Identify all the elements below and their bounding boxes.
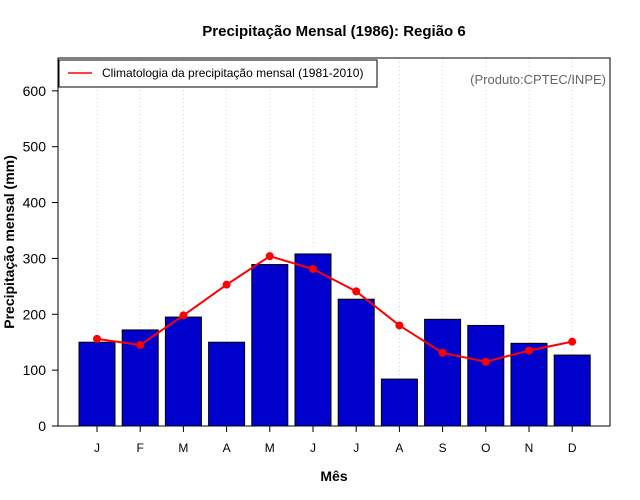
- source-annotation: (Produto:CPTEC/INPE): [470, 72, 606, 87]
- legend-entry-climatology: Climatologia da precipitação mensal (198…: [102, 66, 363, 80]
- bar-8: [380, 378, 418, 427]
- bar-12: [553, 354, 591, 427]
- y-axis-label: Precipitação mensal (mm): [1, 155, 17, 329]
- x-tick-label: S: [439, 441, 447, 455]
- bars-group: [78, 253, 591, 427]
- climatology-point-3: [179, 311, 188, 320]
- y-tick-label: 300: [23, 250, 47, 266]
- x-tick-label: D: [568, 441, 577, 455]
- legend: Climatologia da precipitação mensal (198…: [58, 59, 378, 88]
- y-tick-label: 200: [23, 306, 47, 322]
- bar-6: [294, 253, 332, 427]
- climatology-point-4: [222, 280, 231, 289]
- vertical-grid: [96, 58, 573, 426]
- bar-5: [251, 264, 289, 427]
- climatology-line: [96, 255, 573, 363]
- climatology-point-8: [395, 321, 404, 330]
- x-tick-label: A: [395, 441, 403, 455]
- climatology-point-12: [568, 337, 577, 346]
- climatology-point-11: [525, 346, 533, 355]
- x-axis-label: Mês: [320, 468, 347, 484]
- climatology-point-2: [136, 341, 145, 350]
- bar-1: [78, 341, 116, 427]
- x-tick-label: J: [94, 441, 100, 455]
- climatology-point-7: [352, 287, 361, 296]
- x-tick-label: M: [178, 441, 188, 455]
- plot-frame: [57, 57, 611, 427]
- climatology-point-10: [481, 357, 490, 366]
- y-tick-label: 500: [23, 139, 47, 155]
- x-tick-label: O: [481, 441, 490, 455]
- y-tick-label: 0: [38, 418, 46, 434]
- y-tick-label: 600: [23, 83, 47, 99]
- bar-3: [164, 316, 202, 427]
- bar-11: [510, 342, 548, 427]
- y-tick-label: 400: [23, 195, 47, 211]
- y-axis: 0 100 200 300 400 500 600: [23, 83, 58, 434]
- x-tick-label: M: [265, 441, 275, 455]
- x-tick-label: N: [525, 441, 534, 455]
- x-tick-label: A: [223, 441, 231, 455]
- x-tick-label: J: [353, 441, 359, 455]
- climatology-point-6: [309, 265, 317, 274]
- legend-box: [58, 59, 378, 88]
- y-tick-label: 100: [23, 362, 47, 378]
- climatology-line-group: [93, 252, 577, 366]
- x-tick-label: F: [137, 441, 144, 455]
- bar-10: [467, 324, 505, 427]
- bar-4: [208, 341, 246, 427]
- bar-9: [424, 318, 462, 427]
- chart-title: Precipitação Mensal (1986): Região 6: [202, 23, 465, 40]
- climatology-point-9: [438, 348, 447, 357]
- climatology-point-5: [265, 252, 274, 261]
- x-tick-label: J: [310, 441, 316, 455]
- climatology-point-1: [93, 334, 101, 343]
- bar-7: [337, 298, 375, 427]
